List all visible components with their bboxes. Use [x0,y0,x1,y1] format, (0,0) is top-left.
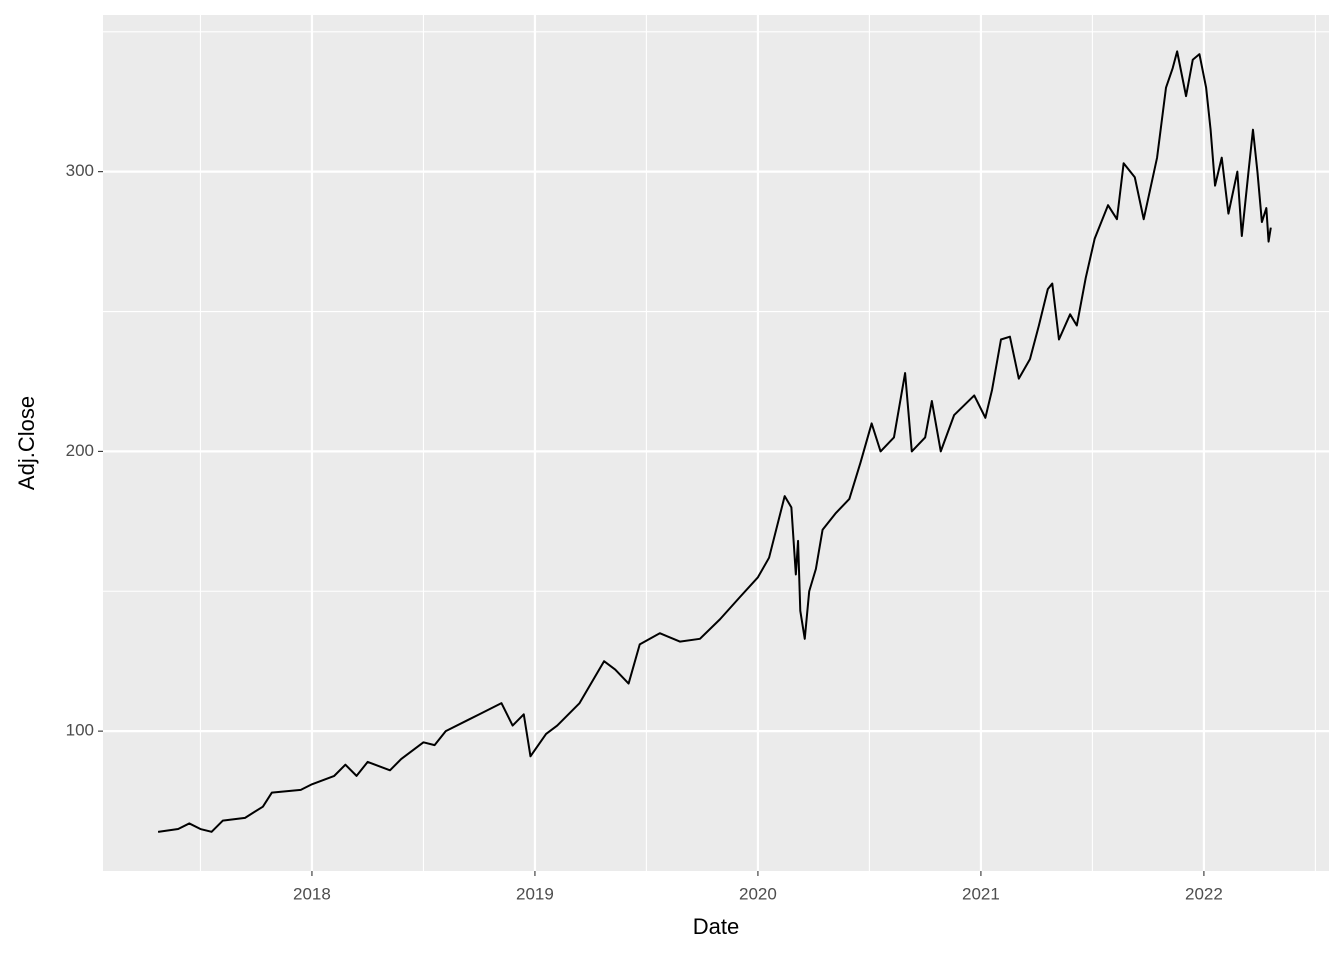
panel [103,15,1329,871]
x-tick-label: 2020 [739,884,777,903]
x-tick-label: 2019 [516,884,554,903]
y-axis-title: Adj.Close [14,396,39,490]
y-tick-label: 100 [66,721,94,740]
x-tick-label: 2018 [293,884,331,903]
y-tick-label: 200 [66,441,94,460]
x-axis-title: Date [693,914,739,939]
x-tick-label: 2022 [1185,884,1223,903]
y-tick-label: 300 [66,161,94,180]
price-line [157,50,1272,833]
x-tick-label: 2021 [962,884,1000,903]
